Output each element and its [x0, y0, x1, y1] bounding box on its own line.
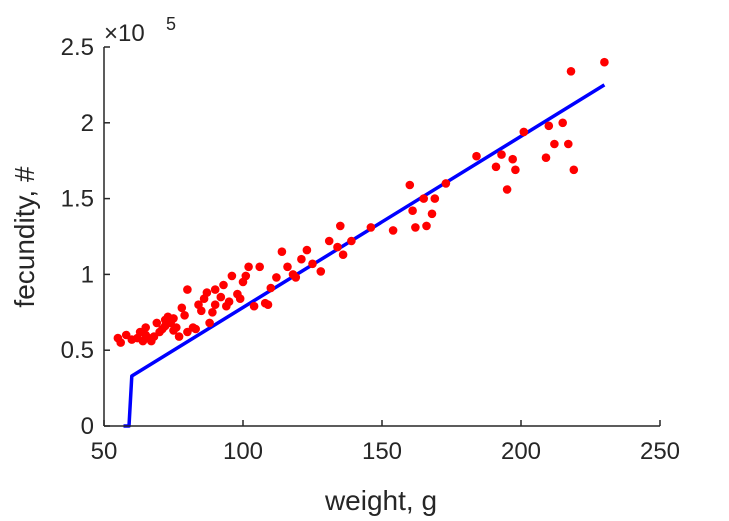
y-multiplier-base: ×10: [104, 20, 145, 47]
data-point: [283, 262, 292, 272]
data-point: [408, 206, 417, 215]
data-point: [558, 118, 567, 128]
y-multiplier-exponent: 5: [166, 14, 176, 34]
data-point: [566, 67, 576, 76]
data-point: [519, 127, 529, 137]
data-point: [174, 332, 184, 341]
data-point: [564, 139, 573, 149]
data-point: [291, 273, 301, 282]
data-point: [152, 318, 162, 328]
x-tick-label: 150: [362, 438, 402, 465]
data-point: [491, 162, 501, 172]
data-point: [205, 318, 214, 328]
data-point: [244, 262, 253, 272]
data-point: [427, 209, 437, 219]
data-point: [550, 139, 559, 149]
data-point: [472, 151, 481, 161]
data-point: [302, 245, 312, 255]
data-point: [405, 180, 415, 190]
y-tick-label: 0: [81, 413, 94, 440]
data-point: [219, 280, 228, 290]
data-point: [208, 308, 217, 317]
data-point: [277, 247, 287, 256]
x-tick-label: 100: [223, 438, 263, 465]
data-point: [197, 306, 206, 316]
data-point: [430, 194, 440, 203]
data-point: [544, 121, 554, 131]
data-point: [241, 271, 251, 281]
data-point: [324, 236, 334, 246]
data-point: [502, 185, 512, 194]
data-point: [511, 165, 520, 175]
data-point: [141, 323, 150, 332]
data-point: [338, 250, 348, 259]
data-point: [600, 57, 609, 67]
data-point: [508, 154, 517, 164]
data-point: [336, 221, 345, 231]
data-point: [224, 297, 234, 307]
data-point: [422, 221, 431, 231]
data-point: [183, 285, 192, 294]
data-point: [210, 285, 220, 294]
data-point: [272, 273, 281, 282]
data-point: [297, 254, 306, 264]
data-point: [541, 153, 551, 162]
data-point: [366, 223, 376, 232]
data-point: [347, 236, 356, 246]
data-point: [333, 242, 342, 252]
x-axis: 50 100 150 200 250: [91, 420, 680, 465]
y-axis-label: fecundity, #: [9, 166, 40, 308]
data-point: [419, 194, 429, 203]
data-point: [172, 323, 181, 332]
data-point: [441, 179, 451, 188]
data-point: [202, 288, 212, 297]
data-point: [210, 300, 220, 310]
data-point: [249, 301, 259, 311]
y-tick-label: 1.5: [61, 186, 94, 213]
y-tick-label: 2: [81, 110, 94, 137]
data-point: [116, 338, 125, 347]
data-point: [316, 267, 326, 276]
x-axis-label: weight, g: [324, 485, 437, 516]
data-point: [497, 150, 506, 159]
data-point: [388, 226, 398, 235]
y-tick-label: 1: [81, 261, 94, 288]
data-point: [263, 300, 273, 310]
data-point: [308, 259, 317, 269]
x-tick-label: 200: [501, 438, 541, 465]
y-axis-multiplier: ×10 5: [104, 14, 176, 47]
data-point: [227, 271, 237, 281]
data-point: [255, 262, 264, 272]
data-point: [235, 294, 245, 304]
x-tick-label: 250: [640, 438, 680, 465]
fit-line: [123, 83, 606, 428]
data-point: [569, 165, 579, 175]
data-point: [216, 292, 226, 302]
data-point: [169, 314, 178, 323]
y-axis: 0 0.5 1 1.5 2 2.5: [61, 34, 110, 440]
data-point: [177, 303, 187, 313]
y-tick-label: 2.5: [61, 34, 94, 61]
data-point: [180, 311, 189, 320]
x-tick-label: 50: [91, 438, 118, 465]
data-point: [191, 324, 200, 334]
plot-area: [113, 57, 609, 428]
data-point: [266, 283, 276, 293]
y-tick-label: 0.5: [61, 337, 94, 364]
data-point: [411, 223, 420, 232]
